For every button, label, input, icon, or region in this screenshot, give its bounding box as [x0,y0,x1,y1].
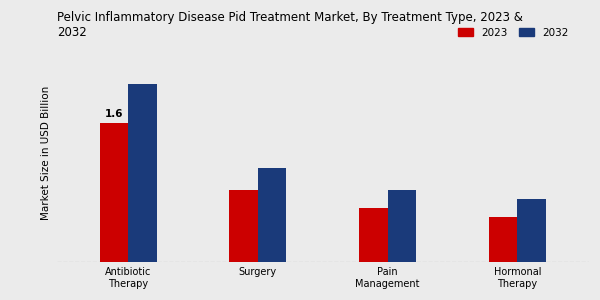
Y-axis label: Market Size in USD Billion: Market Size in USD Billion [41,86,51,220]
Text: Pelvic Inflammatory Disease Pid Treatment Market, By Treatment Type, 2023 &
2032: Pelvic Inflammatory Disease Pid Treatmen… [56,11,523,39]
Bar [128,84,157,262]
Legend: 2023, 2032: 2023, 2032 [454,24,573,42]
Bar [489,217,517,262]
Bar [258,168,286,262]
Bar [517,199,546,262]
Bar [388,190,416,262]
Bar [359,208,388,262]
Bar [100,123,128,262]
Text: 1.6: 1.6 [104,109,123,119]
Bar [229,190,258,262]
